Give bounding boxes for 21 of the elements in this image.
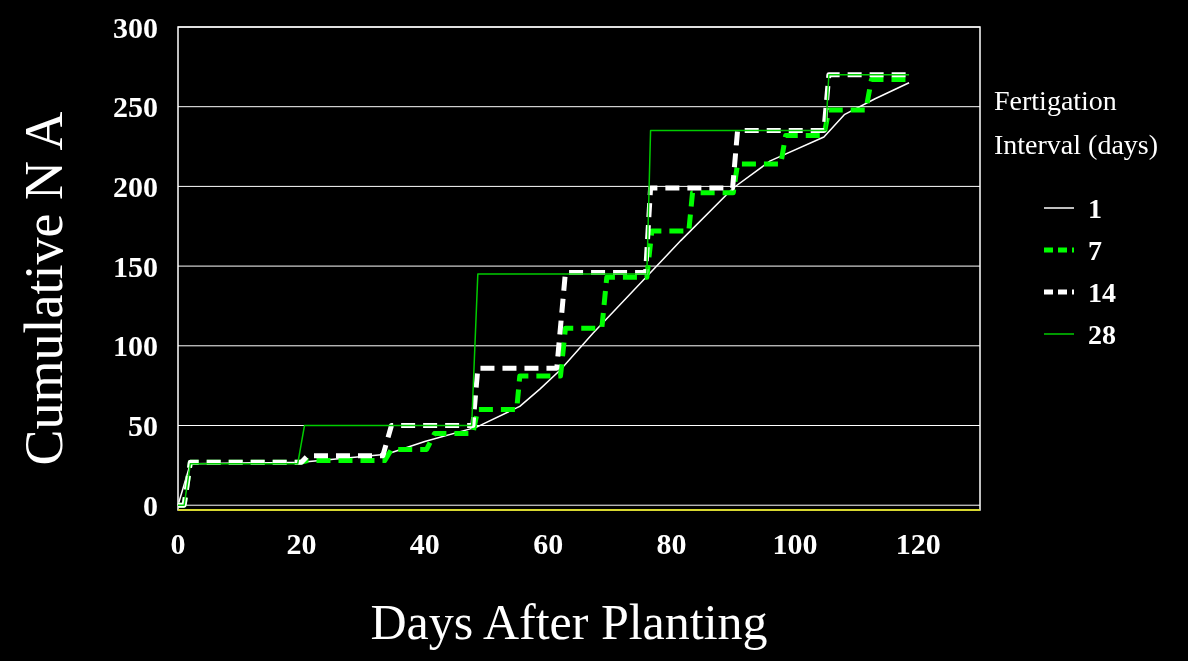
legend-label: 14 [1088, 276, 1116, 308]
y-tick-label: 50 [128, 409, 158, 443]
x-tick-label: 60 [533, 527, 564, 560]
y-tick-label: 200 [113, 169, 158, 203]
x-tick-label: 20 [286, 527, 317, 560]
x-tick-label: 40 [409, 527, 440, 560]
x-axis-title: Days After Planting [370, 594, 768, 650]
x-tick-label: 100 [772, 527, 818, 560]
y-tick-label: 250 [113, 90, 158, 124]
legend-title: Fertigation Interval (days) [994, 85, 1159, 160]
x-tick-label: 80 [656, 527, 687, 560]
y-axis-title: Cumulative N A [14, 111, 74, 466]
x-tick-label: 120 [895, 527, 941, 560]
y-tick-label: 100 [113, 329, 158, 363]
legend-label: 1 [1088, 192, 1102, 224]
legend-label: 7 [1088, 234, 1102, 266]
legend-label: 28 [1088, 318, 1116, 350]
y-tick-label: 0 [143, 488, 158, 522]
x-tick-label: 0 [170, 527, 186, 560]
y-tick-label: 150 [113, 249, 158, 283]
y-tick-label: 300 [113, 10, 158, 44]
